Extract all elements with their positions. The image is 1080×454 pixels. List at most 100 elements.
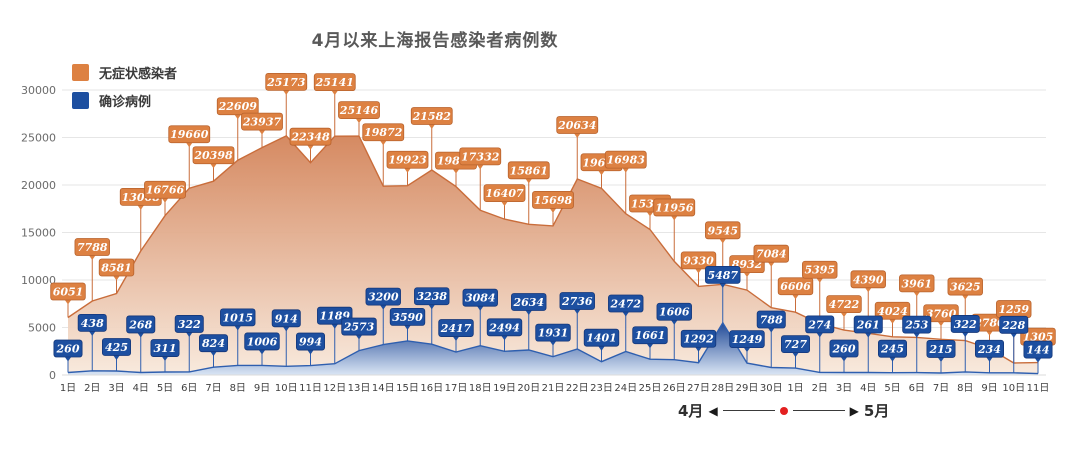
x-tick-label: 6日 [909,383,925,394]
x-tick-label: 11日 [299,383,322,394]
data-label-confirmed-pointer [161,356,169,362]
data-label-asymptomatic-pointer [622,167,630,173]
data-label-asymptomatic-text: 7788 [77,241,108,254]
month-label-april: 4月 [678,402,704,420]
data-label-asymptomatic-pointer [307,144,314,150]
data-label-asymptomatic-text: 5395 [804,264,835,277]
chart-title: 4月以来上海报告感染者病例数 [311,31,559,51]
data-label-confirmed-pointer [307,349,314,355]
data-label-confirmed-text: 2494 [488,321,520,334]
data-label-confirmed-pointer [840,356,848,362]
data-label-confirmed-text: 3200 [368,291,399,304]
y-tick-label: 0 [49,369,56,382]
data-label-asymptomatic-pointer [986,330,993,336]
x-tick-label: 7日 [933,383,949,394]
data-label-asymptomatic-pointer [767,261,775,267]
nav-line-right [792,410,845,411]
data-label-confirmed-text: 1606 [659,306,690,319]
x-tick-label: 5日 [157,383,173,394]
data-label-asymptomatic-text: 16766 [146,184,185,197]
x-tick-label: 6日 [181,383,197,394]
data-label-confirmed [878,339,908,358]
data-label-confirmed-text: 228 [1001,319,1025,332]
data-label-asymptomatic-text: 23937 [242,116,282,129]
data-label-confirmed-pointer [670,319,678,325]
data-label-confirmed-pointer [913,332,921,338]
data-label-confirmed [999,315,1029,334]
data-label-asymptomatic-text: 19660 [170,128,209,141]
y-tick-label: 25000 [21,132,56,145]
data-label-confirmed [53,339,83,358]
data-label-asymptomatic [50,282,86,301]
data-label-asymptomatic-text: 1259 [998,303,1029,316]
data-label-asymptomatic-pointer [889,318,896,324]
data-label-asymptomatic-pointer [598,170,605,176]
data-label-confirmed-text: 322 [954,318,977,331]
data-label-confirmed [511,293,547,311]
legend: 无症状感染者 确诊病例 [72,63,177,110]
x-tick-label: 30日 [760,383,783,394]
data-label-confirmed [77,313,107,332]
data-label-asymptomatic-text: 16407 [485,187,524,200]
data-label-confirmed-pointer [719,282,727,288]
data-label-asymptomatic-pointer [404,167,411,173]
data-label-confirmed-pointer [428,304,436,310]
data-label-asymptomatic-text: 4024 [877,305,908,318]
data-label-confirmed-text: 1661 [635,329,666,342]
x-tick-label: 24日 [614,383,637,394]
data-label-confirmed-pointer [210,351,217,357]
area-confirmed [68,322,1038,375]
x-tick-label: 7日 [205,383,221,394]
data-label-asymptomatic [826,295,862,314]
data-label-confirmed-text: 1015 [222,311,253,324]
data-label-asymptomatic-text: 25141 [315,76,354,89]
data-label-confirmed [583,328,620,347]
data-label-confirmed [805,315,835,334]
legend-item-confirmed: 确诊病例 [72,91,177,110]
x-tick-label: 18日 [469,383,492,394]
data-label-asymptomatic [74,238,110,256]
data-label-confirmed [656,302,692,321]
x-tick-label: 19日 [493,383,516,394]
data-label-confirmed [632,326,668,345]
data-label-asymptomatic-pointer [137,204,145,210]
data-label-confirmed-pointer [816,332,824,338]
data-label-asymptomatic-pointer [816,277,824,283]
data-label-asymptomatic [216,97,259,116]
data-label-asymptomatic-pointer [670,215,678,221]
data-label-confirmed-text: 1401 [586,332,617,345]
data-label-confirmed-pointer [113,354,120,360]
x-tick-label: 27日 [687,383,710,394]
data-label-confirmed-pointer [549,340,557,346]
data-label-confirmed-text: 2417 [440,322,472,335]
data-label-asymptomatic-pointer [646,211,654,217]
data-label-asymptomatic [653,198,696,217]
x-tick-label: 2日 [84,383,100,394]
data-label-confirmed [486,318,523,337]
data-label-confirmed [462,288,498,307]
data-label-asymptomatic-pointer [355,118,363,124]
data-label-asymptomatic-text: 3625 [950,281,981,294]
data-label-confirmed-text: 2634 [512,296,544,309]
nav-line-left [722,410,775,411]
data-label-confirmed [902,315,932,334]
data-label-confirmed [365,287,401,306]
data-label-confirmed-text: 322 [178,318,201,331]
arrow-left-icon: ◀ [708,403,718,418]
data-label-asymptomatic-text: 3760 [926,307,957,320]
data-label-asymptomatic [753,244,789,263]
data-label-confirmed-text: 788 [760,314,783,327]
data-label-asymptomatic-text: 21582 [412,110,452,123]
data-label-confirmed-text: 260 [56,343,80,356]
data-label-confirmed [244,332,280,351]
data-label-confirmed [198,334,228,353]
data-label-confirmed [414,287,450,306]
data-label-confirmed [680,329,717,348]
x-tick-label: 9日 [254,383,270,394]
data-label-asymptomatic-pointer [743,272,751,278]
data-label-confirmed [438,319,474,337]
data-label-confirmed-text: 2736 [561,295,593,308]
y-tick-label: 20000 [21,179,56,192]
data-label-confirmed [102,338,132,356]
